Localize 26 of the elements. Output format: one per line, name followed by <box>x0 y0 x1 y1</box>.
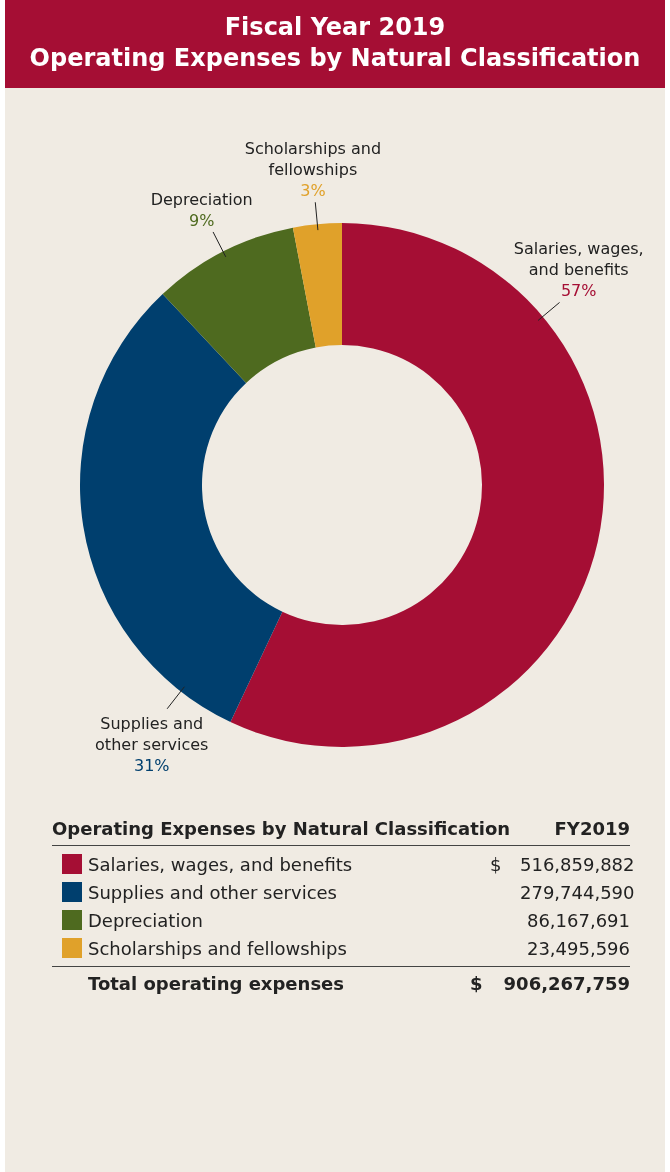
slice-label: Supplies and other services <box>95 713 209 754</box>
chart-title: Fiscal Year 2019 <box>223 12 447 43</box>
text: Total operating expenses <box>87 973 346 994</box>
legend-label: Salaries, wages, and benefits <box>88 853 354 875</box>
text: 906,267,759 <box>502 973 630 994</box>
data-label: 3% <box>300 181 326 201</box>
data-label: 31% <box>133 755 170 775</box>
slice-label: Depreciation <box>150 189 253 209</box>
text: 86,167,691 <box>525 909 630 931</box>
data-label: 57% <box>560 281 597 301</box>
text: 279,744,590 <box>520 881 635 903</box>
legend-label: Supplies and other services <box>88 881 338 903</box>
data-label: 9% <box>189 210 215 230</box>
chart-subtitle: Operating Expenses by Natural Classification <box>28 43 642 74</box>
text: 23,495,596 <box>525 937 630 959</box>
text: $ <box>490 853 503 875</box>
donut-slice <box>162 227 316 383</box>
text: Operating Expenses by Natural Classification <box>52 818 511 839</box>
slice-label: Salaries, wages, and benefits <box>513 239 644 280</box>
text: 516,859,882 <box>520 853 635 875</box>
legend-label: Scholarships and fellowships <box>88 937 348 959</box>
text: $ <box>470 973 484 994</box>
text: FY2019 <box>554 818 630 839</box>
legend-label: Depreciation <box>88 909 204 931</box>
donut-slice <box>292 223 342 348</box>
slice-label: Scholarships and fellowships <box>244 139 382 180</box>
